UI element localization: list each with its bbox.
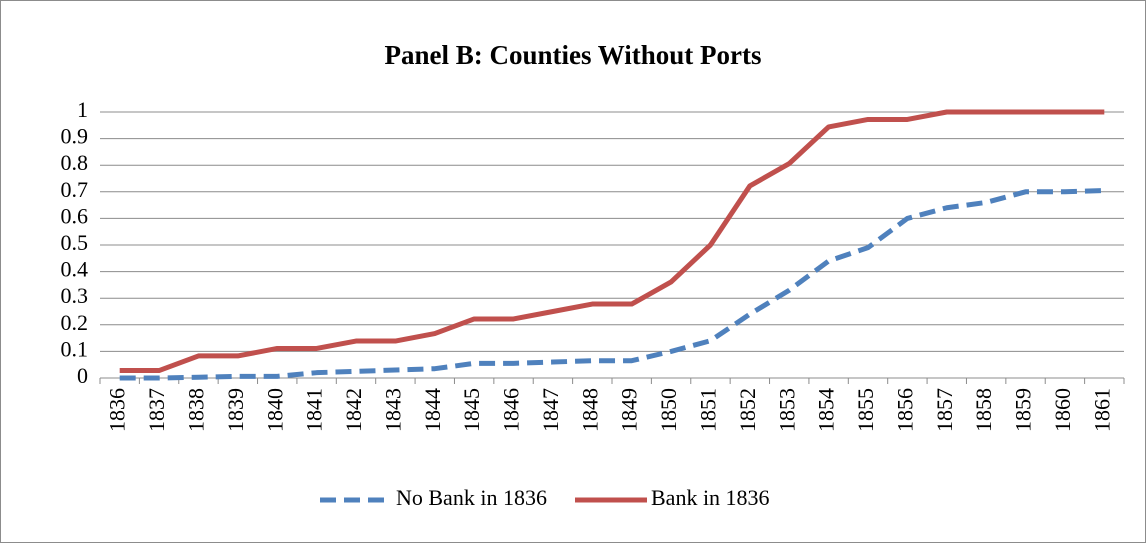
x-tick-label: 1855 xyxy=(853,388,878,432)
series-line xyxy=(119,187,1105,381)
y-tick-label: 0.9 xyxy=(61,124,89,149)
x-tick-label: 1841 xyxy=(302,388,327,432)
x-tick-label: 1853 xyxy=(774,388,799,432)
legend-label: Bank in 1836 xyxy=(651,485,770,510)
x-tick-label: 1840 xyxy=(262,388,287,432)
x-tick-label: 1858 xyxy=(971,388,996,432)
x-tick-label: 1857 xyxy=(932,388,957,432)
x-tick-label: 1837 xyxy=(144,388,169,432)
x-tick-label: 1844 xyxy=(420,388,445,432)
y-tick-label: 0.8 xyxy=(61,150,89,175)
x-tick-label: 1846 xyxy=(499,388,524,432)
series-line xyxy=(119,109,1105,374)
legend-label: No Bank in 1836 xyxy=(396,485,547,510)
x-tick-label: 1845 xyxy=(459,388,484,432)
x-tick-label: 1851 xyxy=(696,388,721,432)
y-tick-label: 0.6 xyxy=(61,203,89,228)
x-tick-label: 1843 xyxy=(380,388,405,432)
y-tick-label: 0 xyxy=(77,363,88,388)
x-tick-label: 1856 xyxy=(892,388,917,432)
x-tick-label: 1859 xyxy=(1011,388,1036,432)
x-tick-label: 1847 xyxy=(538,388,563,432)
x-tick-label: 1842 xyxy=(341,388,366,432)
y-tick-label: 0.3 xyxy=(61,283,89,308)
chart-title: Panel B: Counties Without Ports xyxy=(384,40,761,70)
y-tick-label: 0.1 xyxy=(61,336,89,361)
x-tick-label: 1860 xyxy=(1050,388,1075,432)
x-tick-label: 1836 xyxy=(105,388,130,432)
y-tick-label: 1 xyxy=(77,97,88,122)
x-tick-label: 1838 xyxy=(184,388,209,432)
y-tick-label: 0.2 xyxy=(61,310,89,335)
x-tick-label: 1848 xyxy=(577,388,602,432)
y-tick-label: 0.4 xyxy=(61,257,89,282)
x-tick-label: 1861 xyxy=(1089,388,1114,432)
x-tick-label: 1852 xyxy=(735,388,760,432)
y-tick-label: 0.7 xyxy=(61,177,89,202)
x-tick-label: 1839 xyxy=(223,388,248,432)
y-tick-label: 0.5 xyxy=(61,230,89,255)
x-tick-label: 1849 xyxy=(617,388,642,432)
x-tick-label: 1850 xyxy=(656,388,681,432)
x-tick-label: 1854 xyxy=(814,388,839,432)
